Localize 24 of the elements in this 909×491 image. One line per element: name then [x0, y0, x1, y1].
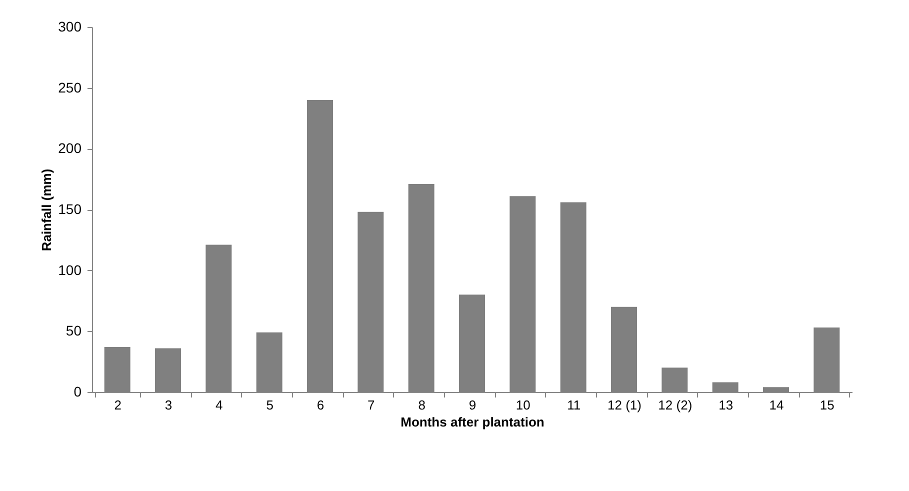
- x-tick-label: 8: [418, 398, 426, 412]
- x-axis-title: Months after plantation: [400, 414, 544, 430]
- x-tick-label: 9: [468, 398, 476, 412]
- y-tick-label: 0: [74, 384, 82, 400]
- x-tick-label: 3: [164, 398, 172, 412]
- x-tick-label: 11: [567, 398, 581, 412]
- x-tick-label: 4: [216, 398, 223, 412]
- y-axis-title: Rainfall (mm): [39, 168, 54, 252]
- y-tick-label: 300: [58, 18, 82, 34]
- x-tick-label: 15: [820, 398, 834, 412]
- x-tick-label: 2: [114, 398, 122, 412]
- x-tick-label: 10: [516, 398, 530, 412]
- x-tick-label: 14: [769, 398, 784, 412]
- y-tick-label: 100: [58, 262, 82, 278]
- y-tick-label: 150: [58, 201, 82, 217]
- x-tick-label: 13: [718, 398, 734, 412]
- x-tick-label: 7: [368, 398, 375, 412]
- x-tick-label: 5: [266, 398, 274, 412]
- y-tick-label: 50: [66, 322, 82, 339]
- x-tick-label: 12 (1): [608, 398, 642, 412]
- y-tick-label: 200: [58, 140, 82, 156]
- x-tick-label: 6: [316, 398, 324, 412]
- y-tick-label: 250: [58, 79, 82, 96]
- x-tick-label: 12 (2): [658, 398, 692, 412]
